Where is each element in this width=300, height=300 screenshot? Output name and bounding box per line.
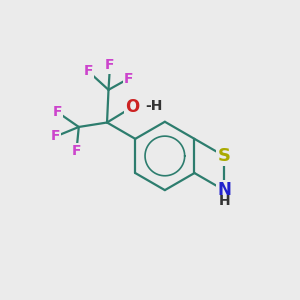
Text: F: F (52, 105, 62, 119)
Text: F: F (124, 71, 134, 85)
Text: N: N (217, 181, 231, 199)
Text: S: S (218, 147, 231, 165)
Text: -H: -H (145, 100, 162, 113)
Text: F: F (105, 58, 115, 72)
Text: F: F (51, 130, 60, 143)
Text: H: H (218, 194, 230, 208)
Text: F: F (72, 144, 81, 158)
Text: O: O (125, 98, 140, 116)
Text: F: F (83, 64, 93, 78)
